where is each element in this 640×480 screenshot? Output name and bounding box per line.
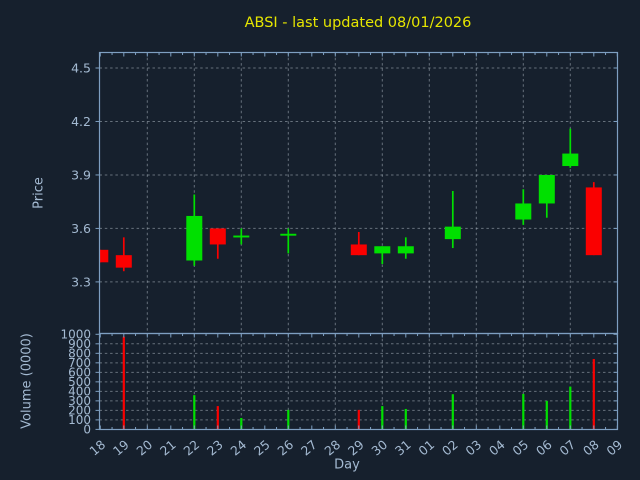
x-tick-label: 02 [439,437,461,459]
x-tick-label: 30 [368,437,390,459]
volume-tick-label: 1000 [60,327,91,341]
candle-body [99,249,109,263]
day-axis-label: Day [334,457,360,473]
candle-body [515,203,532,220]
candle-body [280,233,297,236]
volume-bar [569,386,572,430]
price-tick-label: 3.3 [71,274,91,289]
volume-bar [193,395,196,430]
x-tick-label: 23 [204,437,226,459]
x-tick-label: 04 [486,437,508,459]
candle-body [585,187,602,256]
volume-axis-label: Volume (0000) [19,333,35,429]
volume-bar [287,409,290,430]
volume-bar [522,393,525,430]
x-tick-label: 27 [298,437,320,459]
x-tick-label: 29 [345,437,367,459]
candle-body [397,246,414,254]
x-tick-label: 19 [110,437,132,459]
volume-tick-label: 700 [68,356,91,370]
volume-bar [592,359,595,430]
price-tick-label: 4.5 [71,61,91,76]
x-tick-label: 07 [556,437,578,459]
x-tick-label: 21 [157,437,179,459]
volume-bar [545,400,548,430]
x-tick-label: 08 [580,437,602,459]
x-tick-label: 18 [86,437,108,459]
x-tick-label: 31 [392,437,414,459]
volume-bar [404,408,407,430]
x-tick-label: 22 [180,437,202,459]
price-tick-label: 3.6 [71,221,91,236]
x-tick-label: 24 [227,437,249,459]
volume-tick-label: 900 [68,337,91,351]
volume-bar [122,336,125,430]
candle-body [115,255,132,268]
x-tick-label: 03 [462,437,484,459]
volume-bar [357,409,360,430]
x-tick-label: 26 [274,437,296,459]
volume-tick-label: 300 [68,394,91,408]
x-tick-label: 09 [603,437,625,459]
candle-body [209,228,226,245]
volume-tick-label: 100 [68,413,91,427]
volume-tick-label: 0 [83,422,91,436]
x-tick-label: 28 [321,437,343,459]
x-tick-label: 01 [415,437,437,459]
candle-body [374,246,391,254]
candle-body [186,215,203,261]
chart-title: ABSI - last updated 08/01/2026 [244,15,472,31]
x-tick-label: 20 [133,437,155,459]
volume-tick-label: 800 [68,346,91,360]
volume-tick-label: 400 [68,384,91,398]
price-tick-label: 4.2 [71,114,91,129]
candle-body [562,153,579,167]
volume-bar [240,417,243,430]
volume-bar [381,406,384,430]
candle-body [538,174,555,204]
candles-group [99,128,602,272]
x-tick-label: 25 [251,437,273,459]
x-tick-label: 05 [509,437,531,459]
candle-body [350,244,367,256]
volume-tick-label: 600 [68,365,91,379]
x-tick-label: 06 [533,437,555,459]
price-axis-label: Price [31,177,47,209]
volume-tick-label: 200 [68,403,91,417]
volume-bar [216,406,219,430]
volume-bar [451,394,454,430]
price-tick-label: 3.9 [71,167,91,182]
candle-body [444,226,461,240]
candle-body [233,235,250,238]
volume-tick-label: 500 [68,375,91,389]
